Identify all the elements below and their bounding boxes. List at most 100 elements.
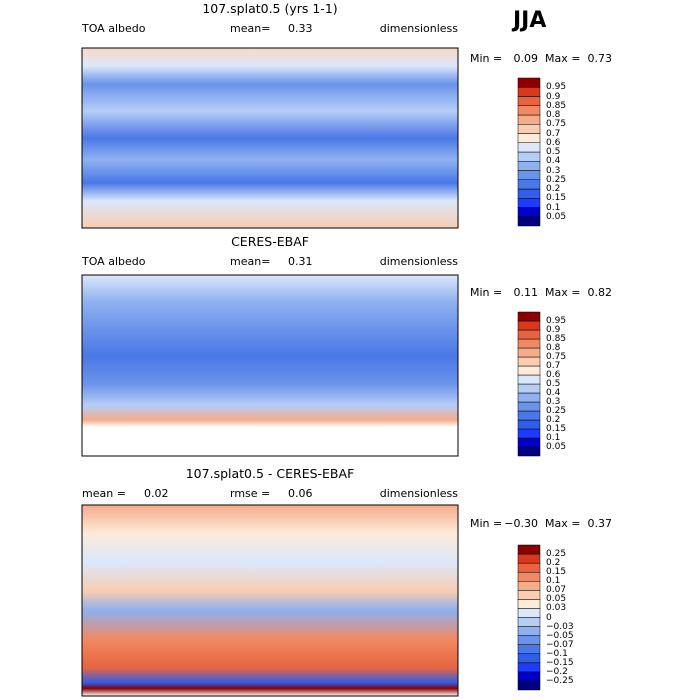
colorbar-swatch (517, 562, 541, 573)
min-text: Min = (470, 517, 503, 530)
panel-left-text: TOA albedo (82, 255, 146, 268)
panel-mid-text: mean= (230, 255, 271, 268)
min-value: −0.30 (504, 517, 538, 530)
colorbar-label: 0.2 (546, 415, 561, 425)
colorbar-label: 0.75 (546, 352, 567, 362)
panel-left-text: mean = (82, 487, 126, 500)
colorbar-swatch (517, 392, 541, 403)
colorbar-label: 0.4 (546, 388, 561, 398)
colorbar-swatch (517, 151, 541, 162)
colorbar-swatch (517, 401, 541, 412)
colorbar-label: 0.5 (546, 147, 561, 157)
colorbar-label: −0.1 (546, 648, 568, 659)
colorbar-swatch (517, 170, 541, 180)
colorbar-label: 0.8 (546, 343, 561, 353)
colorbar-swatch (517, 216, 541, 227)
min-text: Min = (470, 286, 503, 299)
colorbar-swatch (517, 198, 541, 208)
panel-mid-text: mean= (230, 22, 271, 35)
colorbar-swatch (517, 590, 541, 600)
colorbar-label: 0.95 (546, 82, 567, 93)
colorbar-label: 0.15 (546, 193, 567, 204)
colorbar-label: 0.85 (546, 100, 567, 111)
colorbar-label: 0.25 (546, 406, 567, 416)
colorbar-swatch (517, 635, 541, 645)
panel-left-text: TOA albedo (82, 22, 146, 35)
panel-mid-value: 0.33 (288, 22, 313, 35)
colorbar-label: −0.2 (546, 666, 568, 677)
colorbar-swatch (517, 347, 541, 358)
colorbar-label: 0.1 (546, 202, 561, 213)
colorbar-label: 0.15 (546, 567, 567, 578)
colorbar-label: −0.07 (546, 639, 574, 650)
colorbar-label: 0.25 (546, 549, 567, 560)
max-value: 0.73 (587, 52, 613, 65)
colorbar-label: 0.5 (546, 379, 561, 389)
colorbar-swatch (517, 114, 541, 125)
colorbar-label: 0 (546, 612, 552, 623)
colorbar-swatch (517, 428, 541, 439)
panel-units: dimensionless (379, 487, 458, 500)
colorbar-swatch (517, 87, 541, 97)
colorbar-swatch (517, 553, 541, 564)
colorbar-label: 0.7 (546, 361, 561, 371)
map (81, 504, 459, 697)
colorbar-label: 0.6 (546, 370, 561, 380)
colorbar-swatch (517, 374, 541, 385)
colorbar-swatch (517, 437, 541, 448)
colorbar-swatch (517, 446, 541, 457)
panel-title: 107.splat0.5 (yrs 1-1) (202, 1, 338, 16)
panel-title: 107.splat0.5 - CERES-EBAF (185, 466, 355, 481)
colorbar-swatch (517, 671, 541, 682)
colorbar-label: −0.03 (546, 621, 574, 632)
colorbar-label: 0.75 (546, 119, 567, 130)
colorbar-swatch (517, 365, 541, 376)
colorbar-label: 0.07 (546, 585, 567, 596)
colorbar-label: 0.95 (546, 316, 567, 326)
colorbar-label: 0.05 (546, 211, 567, 222)
colorbar-label: 0.3 (546, 397, 561, 407)
colorbar-label: 0.1 (546, 433, 561, 443)
colorbar-swatch (517, 356, 541, 367)
colorbar-label: 0.3 (546, 165, 561, 176)
colorbar-swatch (517, 544, 541, 555)
colorbar-swatch (517, 653, 541, 664)
colorbar-label: 0.6 (546, 137, 561, 148)
colorbar-label: 0.15 (546, 424, 567, 434)
colorbar-swatch (517, 581, 541, 591)
panel-title: CERES-EBAF (231, 234, 309, 249)
colorbar-swatch (517, 96, 541, 106)
colorbar-label: 0.9 (546, 325, 561, 335)
colorbar-swatch (517, 680, 541, 691)
colorbar-label: −0.05 (546, 630, 574, 641)
colorbar-swatch (517, 77, 541, 88)
colorbar-swatch (517, 320, 541, 331)
colorbar-swatch (517, 142, 541, 153)
colorbar-swatch (517, 329, 541, 340)
colorbar-label: 0.25 (546, 174, 567, 185)
colorbar-swatch (517, 383, 541, 394)
max-text: Max = (545, 52, 581, 65)
colorbar-swatch (517, 188, 541, 199)
colorbar-swatch (517, 133, 541, 143)
colorbar-swatch (517, 662, 541, 673)
colorbar-label: 0.8 (546, 110, 561, 120)
panel-units: dimensionless (379, 255, 458, 268)
colorbar-label: 0.9 (546, 91, 561, 102)
min-value: 0.11 (513, 286, 539, 299)
colorbar-swatch (517, 571, 541, 582)
min-text: Min = (470, 52, 503, 65)
colorbar-swatch (517, 599, 541, 609)
panel-mid-value: 0.31 (288, 255, 313, 268)
colorbar-label: 0.03 (546, 603, 567, 614)
colorbar-swatch (517, 644, 541, 654)
colorbar-label: 0.1 (546, 576, 561, 587)
colorbar-swatch (517, 626, 541, 636)
panel-mid-value: 0.06 (288, 487, 313, 500)
colorbar-label: 0.85 (546, 334, 567, 344)
colorbar-swatch (517, 419, 541, 430)
colorbar-label: −0.25 (546, 675, 574, 686)
colorbar-label: 0.7 (546, 128, 561, 139)
max-text: Max = (545, 517, 581, 530)
